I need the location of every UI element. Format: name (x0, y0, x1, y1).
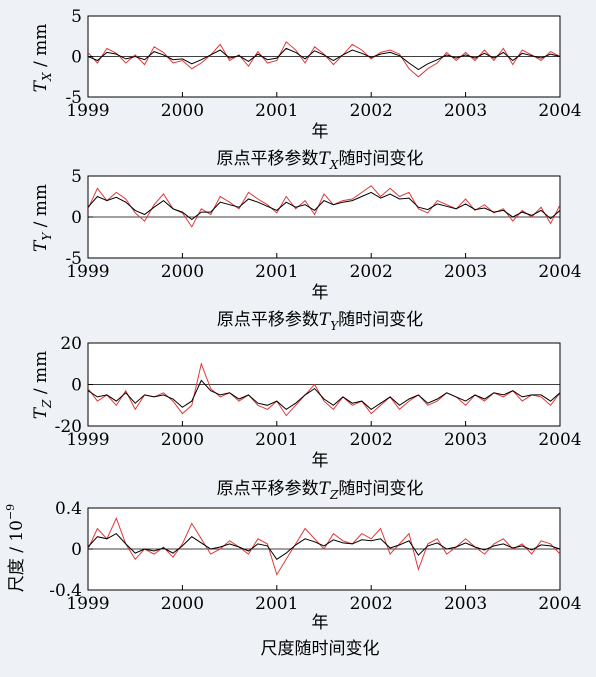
scale-xtick-label: 2003 (444, 594, 487, 614)
scale-ytick-label: -0.4 (49, 581, 82, 601)
scale-series-smoothed (88, 532, 560, 560)
scale-ytick-label: 0.4 (55, 499, 82, 519)
tx-ytick-label: -5 (65, 88, 82, 108)
ty-ytick-label: 5 (71, 167, 82, 187)
panel-tx: TX / mm 年 原点平移参数TX随时间变化 (31, 24, 423, 172)
tz-ytick-label: 20 (60, 334, 82, 354)
panel-ty: TY / mm 年 原点平移参数TY随时间变化 (31, 184, 423, 333)
panel-tz-caption: 原点平移参数TZ随时间变化 (217, 479, 424, 502)
ty-ytick-label: 0 (71, 208, 82, 228)
tx-xtick-label: 2003 (444, 101, 487, 121)
panel-ty-caption: 原点平移参数TY随时间变化 (217, 310, 423, 333)
panel-ty-xlabel: 年 (312, 283, 329, 303)
tx-ytick-label: 5 (71, 7, 82, 27)
panel-scale-xlabel: 年 (312, 613, 329, 633)
tz-xtick-label: 2001 (255, 430, 298, 450)
ty-xtick-label: 2003 (444, 262, 487, 282)
ty-ytick-label: -5 (65, 249, 82, 269)
tx-xtick-label: 2004 (538, 101, 581, 121)
panel-ty-ylabel: TY / mm (31, 184, 54, 252)
tx-series-raw (88, 41, 560, 78)
scale-plot: -0.4 0 0.4 1999 2000 2001 2002 2003 2004 (49, 499, 581, 614)
tx-xtick-label: 2001 (255, 101, 298, 121)
ty-xtick-label: 2002 (350, 262, 393, 282)
scale-series-raw (88, 516, 560, 576)
tx-plot: -5 0 5 1999 2000 2001 2002 2003 2004 (65, 7, 581, 121)
tx-xtick-label: 1999 (66, 101, 109, 121)
tx-series-smoothed (88, 47, 560, 71)
tx-xtick-label: 2002 (350, 101, 393, 121)
scale-xtick-label: 2004 (538, 594, 581, 614)
panel-tz-ylabel: TZ / mm (31, 351, 54, 419)
tz-series-raw (88, 362, 560, 417)
panel-scale-ylabel: 尺度 / 10−9 (4, 504, 27, 592)
tz-xtick-label: 2003 (444, 430, 487, 450)
tz-xtick-label: 2000 (161, 430, 204, 450)
tz-series-smoothed (88, 379, 560, 411)
ty-xtick-label: 2001 (255, 262, 298, 282)
ty-xtick-label: 2004 (538, 262, 581, 282)
tx-ytick-label: 0 (71, 48, 82, 68)
tz-xtick-label: 2004 (538, 430, 581, 450)
ty-xtick-label: 1999 (66, 262, 109, 282)
scale-xtick-label: 2000 (161, 594, 204, 614)
panel-scale-caption: 尺度随时间变化 (261, 639, 380, 659)
panel-scale: 尺度 / 10−9 年 尺度随时间变化 (4, 504, 380, 659)
ty-xtick-label: 2000 (161, 262, 204, 282)
scale-xtick-label: 2002 (350, 594, 393, 614)
panel-tx-xlabel: 年 (312, 122, 329, 142)
scale-xtick-label: 2001 (255, 594, 298, 614)
scale-xtick-label: 1999 (66, 594, 109, 614)
tz-xtick-label: 1999 (66, 430, 109, 450)
ty-series-smoothed (88, 191, 560, 221)
scale-ytick-label: 0 (71, 540, 82, 560)
panel-tx-caption: 原点平移参数TX随时间变化 (217, 149, 424, 172)
tz-xtick-label: 2002 (350, 430, 393, 450)
tz-plot: -20 0 20 1999 2000 2001 2002 2003 2004 (55, 334, 582, 450)
panel-tx-ylabel: TX / mm (31, 24, 54, 93)
ty-series-raw (88, 185, 560, 228)
panel-tz: TZ / mm 年 原点平移参数TZ随时间变化 (31, 351, 423, 502)
tx-xtick-label: 2000 (161, 101, 204, 121)
tz-ytick-label: 0 (71, 376, 82, 396)
panel-tz-xlabel: 年 (312, 451, 329, 471)
ty-plot: -5 0 5 1999 2000 2001 2002 2003 2004 (65, 167, 581, 282)
tz-ytick-label: -20 (55, 417, 82, 437)
